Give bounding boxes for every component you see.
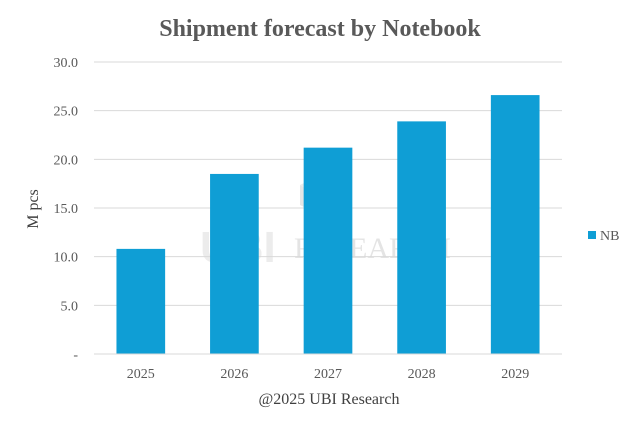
y-tick-labels: - 5.0 10.0 15.0 20.0 25.0 30.0 — [54, 56, 79, 363]
bar-2026 — [210, 173, 259, 354]
bar-2029 — [490, 95, 540, 355]
x-tick-label: 2029 — [501, 367, 529, 382]
x-axis-label: @2025 UBI Research — [259, 391, 400, 408]
y-tick-label: 15.0 — [54, 202, 79, 217]
bars — [116, 95, 540, 355]
legend-label: NB — [600, 229, 619, 244]
y-tick-label: 30.0 — [54, 56, 79, 71]
y-tick-label: 20.0 — [54, 153, 79, 168]
x-tick-label: 2025 — [127, 367, 155, 382]
x-tick-label: 2027 — [314, 367, 342, 382]
x-tick-labels: 2025 2026 2027 2028 2029 — [127, 367, 529, 382]
y-tick-label: 10.0 — [54, 251, 79, 266]
y-tick-label: 25.0 — [54, 105, 79, 120]
y-tick-label: 5.0 — [61, 299, 79, 314]
bar-2028 — [397, 121, 446, 354]
chart-title: Shipment forecast by Notebook — [159, 16, 481, 42]
legend-swatch — [588, 231, 596, 239]
y-tick-label: - — [73, 348, 78, 363]
x-tick-label: 2028 — [408, 367, 436, 382]
x-tick-label: 2026 — [220, 367, 248, 382]
bar-2025 — [116, 248, 166, 354]
legend: NB — [588, 229, 619, 244]
bar-2027 — [303, 147, 353, 354]
y-axis-label: M pcs — [25, 189, 42, 229]
